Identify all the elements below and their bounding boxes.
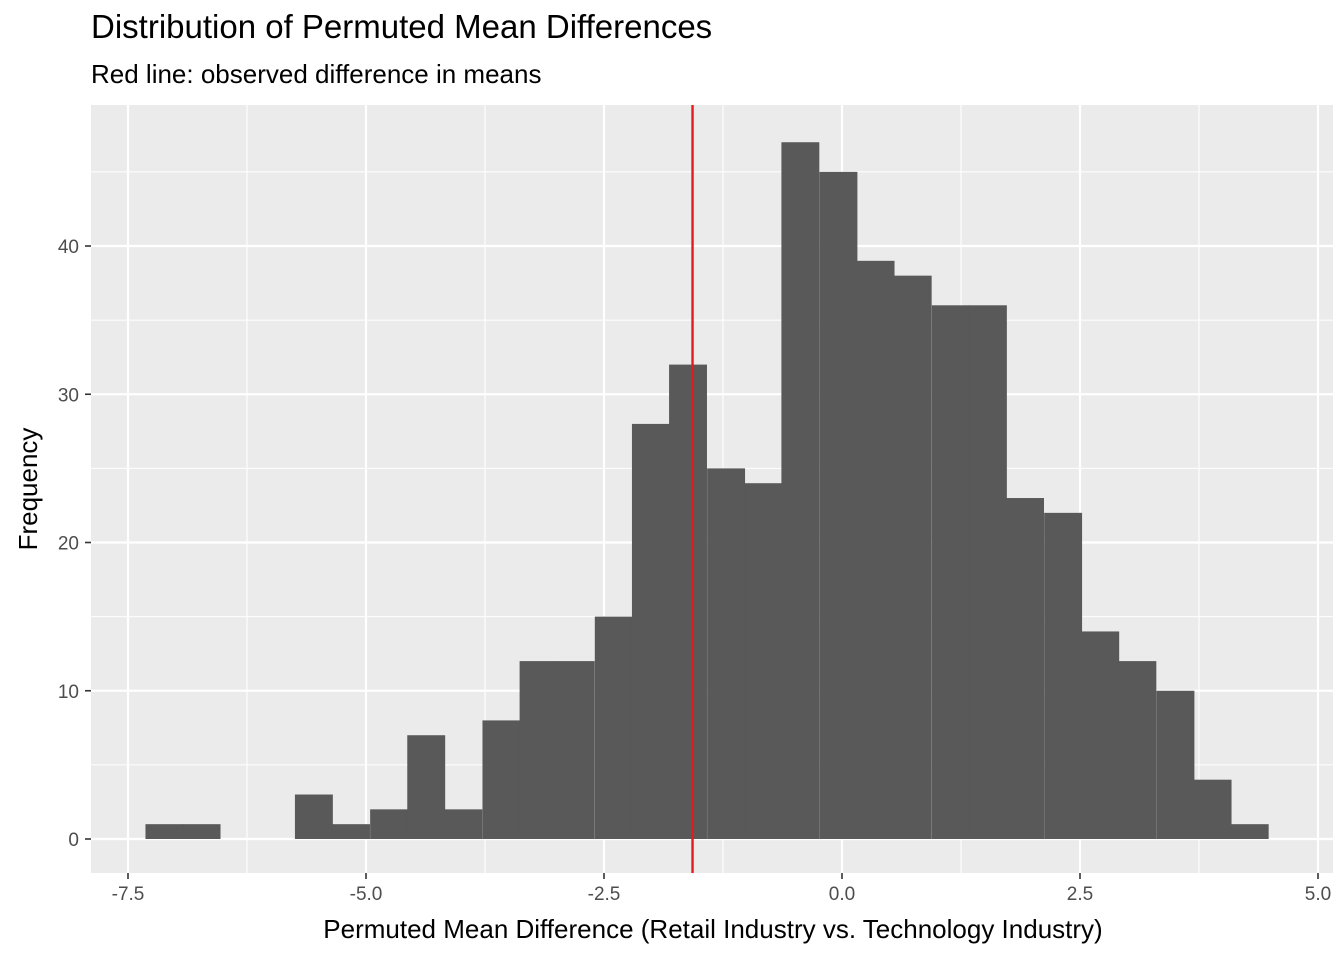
- histogram-bar: [145, 824, 184, 839]
- y-tick-label: 20: [58, 534, 79, 555]
- x-tick-label: 0.0: [829, 884, 855, 905]
- x-tick-label: -5.0: [350, 884, 383, 905]
- y-axis-title: Frequency: [13, 428, 43, 551]
- x-axis: -7.5 -5.0 -2.5 0.0 2.5 5.0: [112, 873, 1331, 905]
- x-tick-label: 5.0: [1305, 884, 1331, 905]
- histogram-bar: [744, 483, 783, 839]
- y-tick-label: 30: [58, 385, 79, 406]
- histogram-bar: [1230, 824, 1269, 839]
- histogram-bar: [1156, 690, 1195, 839]
- histogram-bar: [482, 720, 521, 839]
- y-axis: 0 10 20 30 40: [58, 237, 91, 851]
- histogram-bar: [332, 824, 370, 839]
- histogram-bar: [556, 661, 595, 839]
- histogram-bar: [1081, 631, 1120, 839]
- chart-subtitle: Red line: observed difference in means: [91, 59, 542, 89]
- y-tick-label: 40: [58, 237, 79, 258]
- histogram-bar: [893, 275, 932, 839]
- histogram-bar: [669, 364, 707, 839]
- histogram-bar: [1118, 661, 1157, 839]
- x-axis-title: Permuted Mean Difference (Retail Industr…: [323, 914, 1102, 944]
- histogram-bar: [819, 171, 858, 839]
- histogram-bar: [594, 616, 633, 839]
- x-tick-label: -2.5: [588, 884, 621, 905]
- histogram-bars: [145, 142, 1269, 840]
- y-tick-label: 0: [68, 830, 79, 851]
- y-tick-label: 10: [58, 682, 79, 703]
- histogram-bar: [968, 305, 1007, 839]
- x-tick-label: -7.5: [112, 884, 145, 905]
- histogram-bar: [781, 142, 820, 840]
- histogram-bar: [707, 468, 746, 839]
- histogram-bar: [1193, 779, 1232, 839]
- histogram-bar: [370, 809, 409, 839]
- histogram-bar: [931, 305, 970, 839]
- histogram-bar: [407, 735, 446, 839]
- x-tick-label: 2.5: [1067, 884, 1093, 905]
- histogram-bar: [182, 824, 221, 839]
- histogram-bar: [1044, 512, 1083, 839]
- histogram-bar: [631, 423, 670, 839]
- histogram-bar: [519, 661, 558, 839]
- histogram-bar: [856, 260, 895, 839]
- histogram-bar: [294, 794, 333, 839]
- histogram-bar: [1006, 498, 1044, 839]
- chart-title: Distribution of Permuted Mean Difference…: [91, 8, 713, 45]
- histogram-bar: [444, 809, 483, 839]
